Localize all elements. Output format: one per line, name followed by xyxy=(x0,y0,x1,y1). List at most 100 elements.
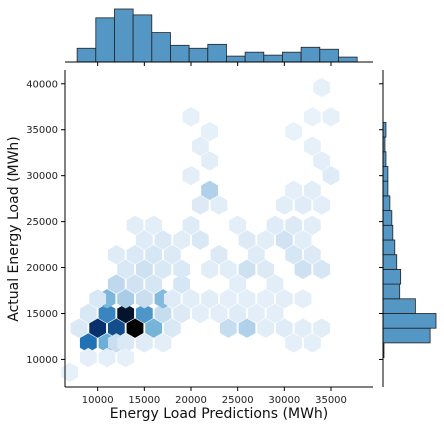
y-marginal-bar-5 xyxy=(382,298,416,314)
y-tick-label-2: 20000 xyxy=(26,263,58,274)
hexbin-cell-56 xyxy=(238,259,256,280)
hexbin-cell-52 xyxy=(182,107,200,127)
hexbin-cell-101 xyxy=(294,289,312,309)
x-marginal-bar-12 xyxy=(300,46,321,63)
hexbin-cell-44 xyxy=(191,230,209,250)
hexbin-plot xyxy=(61,77,340,383)
hexbin-cell-37 xyxy=(163,244,181,265)
hexbin-cell-88 xyxy=(257,318,275,338)
hexbin-cell-24 xyxy=(163,318,181,338)
hexbin-cell-99 xyxy=(257,289,275,309)
hexbin-cell-92 xyxy=(285,333,303,353)
hexbin-cell-51 xyxy=(201,121,219,142)
hexbin-cell-18 xyxy=(89,289,107,309)
hexbin-cell-94 xyxy=(313,318,331,338)
hexbin-cell-75 xyxy=(285,180,303,201)
x-marginal-bar-9 xyxy=(244,51,265,63)
hexbin-cell-39 xyxy=(154,230,172,250)
x-marginal-bar-0 xyxy=(76,47,97,63)
hexbin-cell-82 xyxy=(303,107,321,127)
hexbin-cell-78 xyxy=(313,151,331,171)
hexbin-cell-58 xyxy=(257,259,275,280)
hexbin-cell-12 xyxy=(117,289,135,309)
y-marginal-bar-7 xyxy=(382,268,402,285)
y-marginal-bar-13 xyxy=(382,180,389,197)
hexbin-cell-102 xyxy=(201,259,219,280)
hexbin-cell-48 xyxy=(182,165,200,186)
hexbin-cell-60 xyxy=(229,215,247,235)
x-marginal-bar-7 xyxy=(207,43,227,63)
hexbin-cell-103 xyxy=(61,362,79,383)
hexbin-cell-13 xyxy=(135,289,153,309)
x-marginal-bar-14 xyxy=(338,56,358,63)
x-tick-label-4: 30000 xyxy=(268,395,300,406)
hexbin-cell-19 xyxy=(79,303,97,324)
hexbin-cell-54 xyxy=(219,259,237,280)
hexbin-cell-86 xyxy=(229,303,247,324)
hexbin-cell-89 xyxy=(275,318,293,338)
hexbin-cell-104 xyxy=(79,347,97,368)
hexbin-cell-21 xyxy=(117,333,135,353)
y-marginal-bar-11 xyxy=(382,210,393,226)
hexbin-cell-59 xyxy=(266,274,284,294)
y-marginal-histogram xyxy=(382,121,437,358)
hexbin-cell-71 xyxy=(303,215,321,235)
x-marginal-bar-1 xyxy=(95,17,115,63)
hexbin-cell-70 xyxy=(285,215,303,235)
x-marginal-bar-4 xyxy=(151,32,171,63)
hexbin-cell-62 xyxy=(257,230,275,250)
hexbin-cell-6 xyxy=(117,303,135,324)
hexbin-cell-16 xyxy=(126,274,144,294)
hexbin-cell-69 xyxy=(266,215,284,235)
marginal-axis-ticks xyxy=(97,62,383,360)
hexbin-cell-28 xyxy=(182,289,200,309)
x-marginal-bar-11 xyxy=(282,51,302,63)
hexbin-cell-3 xyxy=(98,303,116,324)
hexbin-cell-74 xyxy=(313,195,331,215)
hexbin-cell-17 xyxy=(145,274,163,294)
hexbin-cell-80 xyxy=(322,107,340,127)
hexbin-cell-8 xyxy=(135,303,153,324)
hexbin-cell-55 xyxy=(229,274,247,294)
x-axis-title: Energy Load Predictions (MWh) xyxy=(110,406,329,422)
x-tick-label-5: 35000 xyxy=(315,395,347,406)
x-marginal-bar-13 xyxy=(319,48,339,63)
hexbin-cell-105 xyxy=(98,347,116,368)
hexbin-cell-57 xyxy=(247,244,265,265)
hexbin-cell-106 xyxy=(117,347,135,368)
y-tick-label-6: 40000 xyxy=(26,79,58,90)
y-tick-label-1: 15000 xyxy=(26,309,58,320)
hexbin-cell-79 xyxy=(303,136,321,156)
hexbin-cell-63 xyxy=(275,230,293,250)
hexbin-cell-22 xyxy=(135,333,153,353)
hexbin-cell-95 xyxy=(210,303,228,324)
x-tick-label-0: 10000 xyxy=(82,395,114,406)
hexbin-cell-90 xyxy=(294,318,312,338)
hexbin-cell-30 xyxy=(117,259,135,280)
hexbin-cell-83 xyxy=(285,121,303,142)
hexbin-cell-47 xyxy=(210,195,228,215)
hexbin-cell-31 xyxy=(135,259,153,280)
hexbin-cell-68 xyxy=(294,230,312,250)
y-tick-label-3: 25000 xyxy=(26,217,58,228)
hexbin-cell-1 xyxy=(89,318,107,338)
hexbin-cell-87 xyxy=(247,303,265,324)
hexbin-cell-32 xyxy=(154,259,172,280)
hexbin-cell-20 xyxy=(70,318,88,338)
hexbin-cell-0 xyxy=(79,333,97,353)
x-marginal-bar-3 xyxy=(132,14,153,63)
hexbin-cell-23 xyxy=(154,333,172,353)
y-tick-label-4: 30000 xyxy=(26,171,58,182)
hexbin-cell-4 xyxy=(107,318,125,338)
y-tick-label-5: 35000 xyxy=(26,125,58,136)
y-marginal-bar-3 xyxy=(382,327,431,344)
hexbin-cell-45 xyxy=(201,180,219,201)
hexbin-cell-66 xyxy=(303,244,321,265)
hexbin-cell-84 xyxy=(219,318,237,338)
hexbin-cell-65 xyxy=(294,259,312,280)
hexbin-cell-81 xyxy=(313,77,331,98)
y-marginal-bar-12 xyxy=(382,195,391,211)
hexbin-cell-98 xyxy=(238,289,256,309)
hexbin-cell-43 xyxy=(182,215,200,235)
